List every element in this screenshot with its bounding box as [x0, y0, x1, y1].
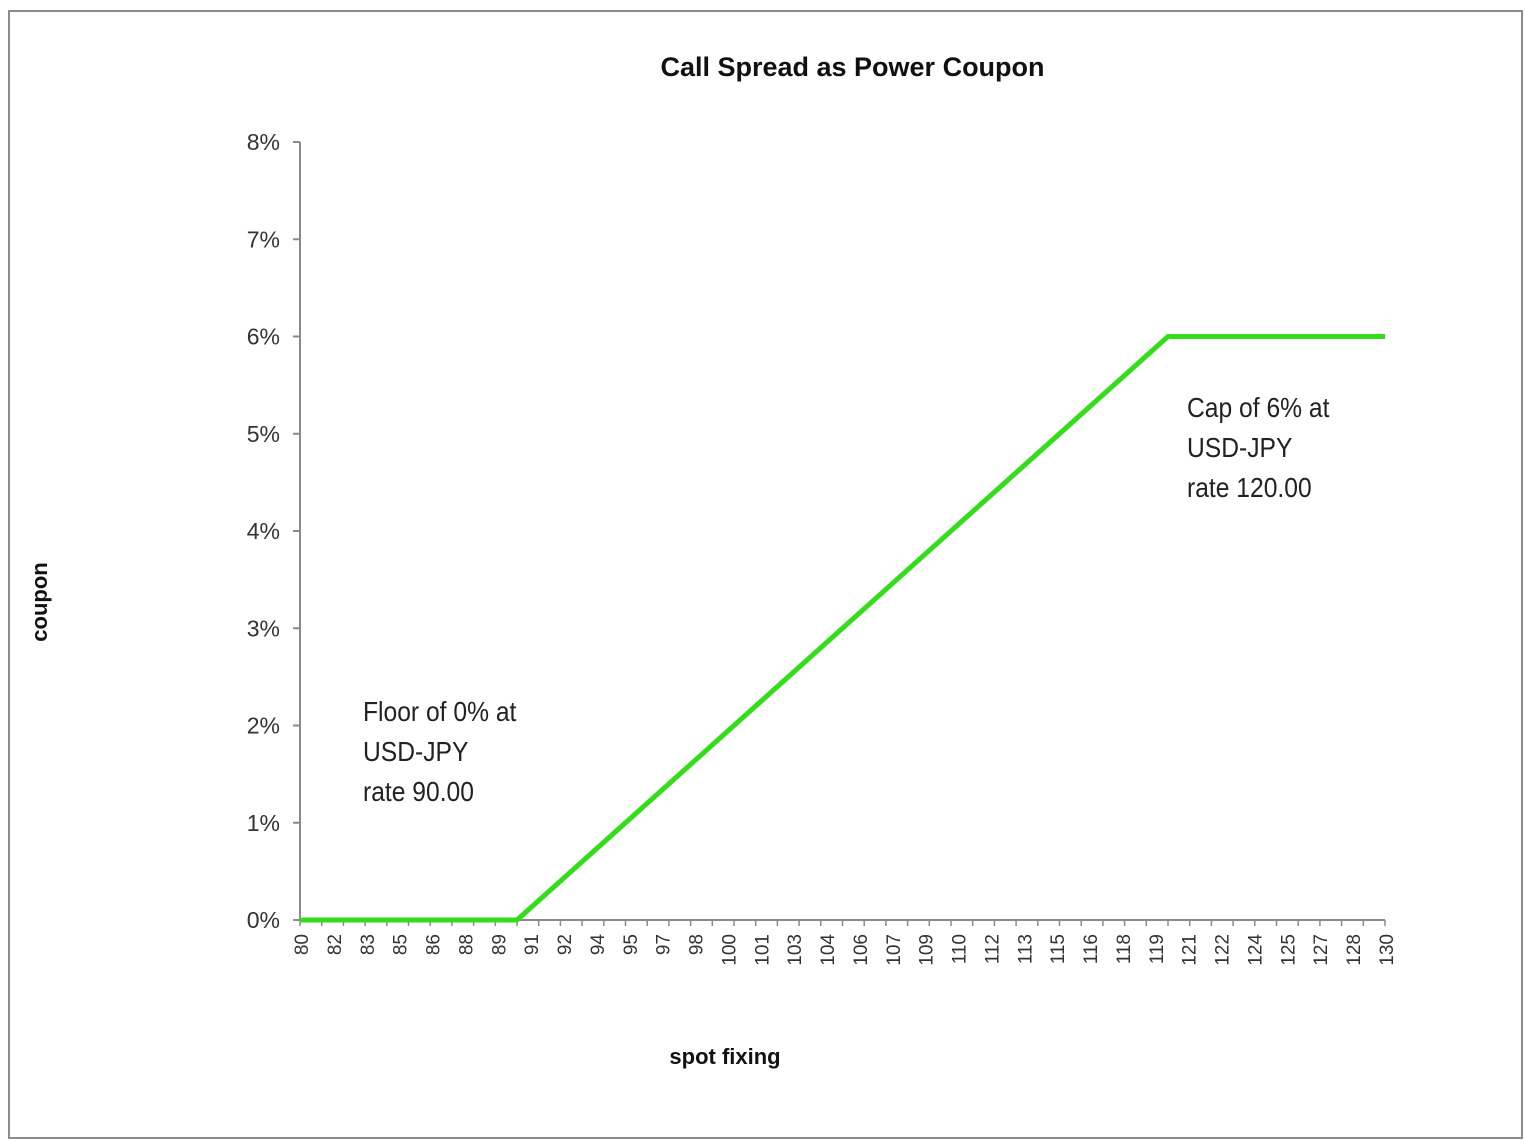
- x-tick-label: 121: [1180, 934, 1201, 966]
- x-tick-label: 119: [1147, 934, 1168, 964]
- x-tick-label: 113: [1015, 934, 1036, 964]
- x-tick-label: 106: [851, 934, 872, 966]
- series-line: [300, 334, 1385, 923]
- x-tick-label: 86: [424, 934, 445, 955]
- x-tick-label: 80: [292, 934, 313, 955]
- x-tick-label: 101: [752, 934, 773, 966]
- floor-annotation-line: USD-JPY: [363, 736, 469, 767]
- x-tick-label: 110: [950, 934, 971, 964]
- cap-annotation: Cap of 6% at USD-JPY rate 120.00: [1187, 388, 1329, 508]
- cap-annotation-line: rate 120.00: [1187, 472, 1312, 503]
- x-tick-label: 112: [982, 934, 1003, 964]
- x-tick-label: 98: [687, 934, 708, 955]
- y-tick-label: 3%: [247, 615, 280, 641]
- x-tick-label: 91: [522, 934, 543, 955]
- x-tick-label: 122: [1213, 934, 1234, 966]
- chart-title: Call Spread as Power Coupon: [660, 52, 1045, 82]
- chart-frame: [8, 10, 1523, 1139]
- cap-annotation-line: USD-JPY: [1187, 432, 1293, 463]
- x-axis-ticks: 80 82 83 85 86 88 89 91 92 94 95 97 98 100 101 103 104 10…: [292, 920, 1398, 966]
- x-tick-label: 89: [489, 934, 510, 955]
- x-tick-label: 124: [1245, 934, 1266, 966]
- series-layer: [300, 334, 1385, 923]
- x-tick-label: 104: [818, 934, 839, 966]
- x-tick-label: 92: [555, 934, 576, 955]
- x-tick-label: 130: [1377, 934, 1398, 966]
- y-tick-label: 2%: [247, 713, 280, 739]
- floor-annotation-line: rate 90.00: [363, 776, 474, 807]
- x-tick-label: 128: [1344, 934, 1365, 966]
- y-tick-label: 0%: [247, 907, 280, 933]
- x-tick-label: 95: [621, 934, 642, 955]
- x-tick-label: 115: [1048, 934, 1069, 964]
- x-tick-label: 97: [654, 934, 675, 955]
- x-tick-label: 127: [1311, 934, 1332, 966]
- y-tick-label: 4%: [247, 518, 280, 544]
- x-tick-label: 82: [325, 934, 346, 955]
- y-tick-label: 8%: [247, 129, 280, 155]
- x-axis-label: spot fixing: [669, 1044, 781, 1069]
- x-tick-label: 107: [884, 934, 905, 966]
- y-tick-label: 5%: [247, 421, 280, 447]
- y-tick-label: 1%: [247, 810, 280, 836]
- x-tick-label: 85: [391, 934, 412, 955]
- x-tick-label: 103: [785, 934, 806, 966]
- x-tick-label: 88: [456, 934, 477, 955]
- y-axis-ticks: 0% 1% 2% 3% 4% 5% 6% 7% 8%: [247, 129, 300, 933]
- x-tick-label: 125: [1278, 934, 1299, 966]
- x-tick-label: 100: [719, 934, 740, 966]
- x-tick-label: 94: [588, 934, 609, 956]
- floor-annotation-line: Floor of 0% at: [363, 696, 517, 727]
- x-tick-label: 116: [1081, 934, 1102, 964]
- y-tick-label: 6%: [247, 324, 280, 350]
- x-tick-label: 118: [1114, 934, 1135, 964]
- cap-annotation-line: Cap of 6% at: [1187, 392, 1330, 423]
- floor-annotation: Floor of 0% at USD-JPY rate 90.00: [363, 692, 516, 812]
- y-tick-label: 7%: [247, 226, 280, 252]
- x-tick-label: 109: [917, 934, 938, 966]
- y-axis-label: coupon: [27, 562, 52, 642]
- x-tick-label: 83: [358, 934, 379, 955]
